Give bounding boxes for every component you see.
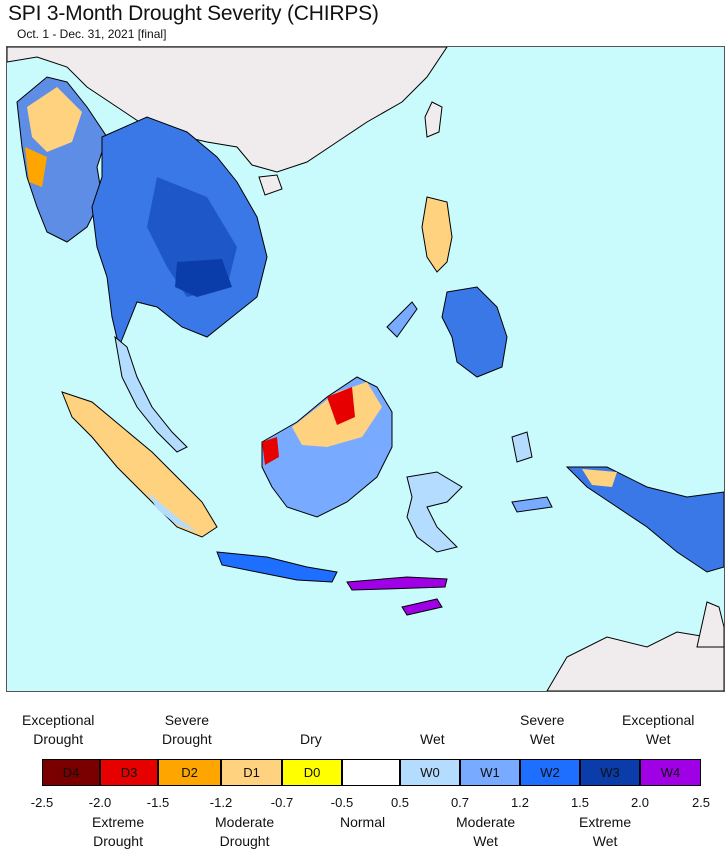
legend-text: Moderate <box>456 814 516 830</box>
lesser-sunda-islands <box>346 576 448 591</box>
legend-text: Normal <box>340 814 386 830</box>
legend-tick: -0.7 <box>270 795 294 810</box>
sumatra-region <box>61 391 218 538</box>
legend-swatch-d0: D0 <box>282 759 342 786</box>
legend-text: Moderate <box>215 814 275 830</box>
legend-label-wet: Wet <box>420 730 445 749</box>
legend-text: Wet <box>473 833 498 849</box>
borneo-west-dry <box>262 437 279 465</box>
legend-label-exceptional-drought: Exceptional Drought <box>22 711 94 749</box>
legend-tick: -1.5 <box>146 795 170 810</box>
legend-text: Dry <box>300 731 322 747</box>
legend-tick: 0.7 <box>450 795 470 810</box>
myanmar-dry-north <box>27 87 82 152</box>
new-guinea-dry <box>582 469 617 487</box>
legend-swatch-w4: W4 <box>640 759 701 786</box>
legend-text: Drought <box>219 833 270 849</box>
map-title: SPI 3-Month Drought Severity (CHIRPS) <box>8 2 379 25</box>
legend-text: Drought <box>162 731 212 747</box>
taiwan-island <box>424 101 443 138</box>
legend-swatch-w0: W0 <box>400 759 460 786</box>
legend-label-normal: Normal <box>340 813 385 832</box>
drought-map <box>6 46 725 692</box>
legend-text: Drought <box>33 731 84 747</box>
legend-tick: 0.5 <box>390 795 410 810</box>
legend-swatch-d4: D4 <box>42 759 100 786</box>
legend-tick: 1.2 <box>510 795 530 810</box>
legend-label-exceptional-wet: Exceptional Wet <box>622 711 694 749</box>
legend-label-moderate-wet: Moderate Wet <box>456 813 515 851</box>
malay-peninsula <box>114 335 188 453</box>
legend-label-moderate-drought: Moderate Drought <box>215 813 274 851</box>
legend-swatch-w2: W2 <box>520 759 580 786</box>
legend-label-extreme-drought: Extreme Drought <box>92 813 144 851</box>
palawan-island <box>386 301 418 338</box>
cape-york <box>696 601 724 648</box>
legend-text: Wet <box>592 833 618 849</box>
legend-text: Wet <box>645 731 671 747</box>
legend-text: Wet <box>420 731 445 747</box>
myanmar-dry-west <box>25 147 47 187</box>
legend-label-severe-wet: Severe Wet <box>520 711 564 749</box>
hainan-island <box>258 174 283 196</box>
cambodia-extreme <box>175 259 232 297</box>
legend-swatch-d3: D3 <box>100 759 158 786</box>
legend-text: Wet <box>529 731 555 747</box>
legend-text: Exceptional <box>622 712 695 728</box>
legend-label-severe-drought: Severe Drought <box>162 711 212 749</box>
luzon-region <box>421 196 453 273</box>
legend-tick: 2.5 <box>691 795 711 810</box>
map-subtitle: Oct. 1 - Dec. 31, 2021 [final] <box>17 27 167 41</box>
legend-text: Exceptional <box>22 712 95 728</box>
legend-text: Extreme <box>92 814 145 830</box>
java-island <box>216 551 338 583</box>
legend-tick: -0.5 <box>330 795 354 810</box>
legend-label-extreme-wet: Extreme Wet <box>579 813 631 851</box>
sulawesi-region <box>406 471 463 553</box>
timor-island <box>401 598 443 616</box>
legend-text: Drought <box>93 833 143 849</box>
visayas-mindanao-region <box>441 286 508 378</box>
legend-swatch-normal <box>342 759 400 786</box>
legend-tick: -2.0 <box>88 795 112 810</box>
legend-tick: -2.5 <box>30 795 54 810</box>
legend-swatch-w3: W3 <box>580 759 640 786</box>
legend-swatch-d2: D2 <box>158 759 221 786</box>
seram-island <box>511 496 553 513</box>
halmahera-island <box>511 431 533 463</box>
new-guinea-region <box>565 466 724 573</box>
legend-label-dry: Dry <box>300 730 322 749</box>
legend-text: Extreme <box>579 814 632 830</box>
legend-tick: 2.0 <box>630 795 650 810</box>
australia-landmass <box>546 631 724 691</box>
legend-swatch-w1: W1 <box>460 759 520 786</box>
legend-tick: 1.5 <box>570 795 590 810</box>
legend-swatch-d1: D1 <box>221 759 282 786</box>
borneo-severe-dry <box>327 387 355 425</box>
legend-text: Severe <box>164 712 210 728</box>
china-landmass <box>7 47 448 173</box>
legend-tick: -1.2 <box>209 795 233 810</box>
legend-text: Severe <box>520 712 565 728</box>
